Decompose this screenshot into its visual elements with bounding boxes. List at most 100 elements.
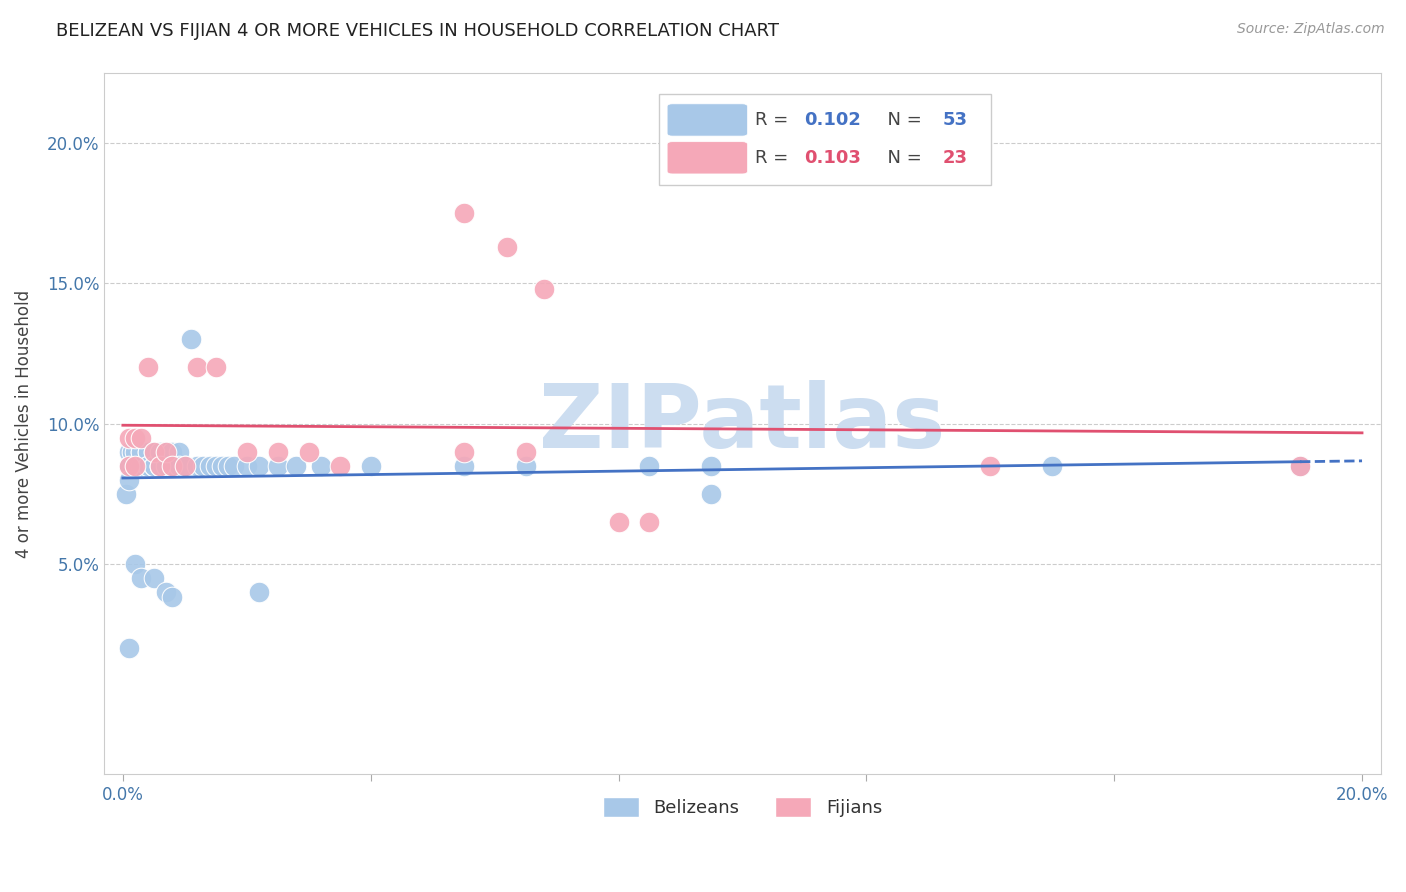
Text: 0.103: 0.103 [804, 149, 860, 167]
Point [118, 640, 141, 655]
Point [236, 444, 259, 458]
Point [1289, 458, 1312, 473]
FancyBboxPatch shape [666, 142, 748, 174]
Point [167, 458, 190, 473]
Point [224, 458, 246, 473]
Text: N =: N = [876, 149, 928, 167]
Point [131, 444, 153, 458]
Point [515, 444, 537, 458]
Point [131, 444, 153, 458]
Point [124, 458, 146, 473]
Point [700, 486, 723, 500]
Point [131, 431, 153, 445]
Point [162, 458, 184, 473]
Point [329, 458, 352, 473]
Point [193, 458, 215, 473]
Point [638, 458, 661, 473]
Point [285, 458, 308, 473]
Point [533, 282, 555, 296]
Point [204, 458, 226, 473]
Text: 0.102: 0.102 [804, 111, 860, 129]
Point [247, 584, 270, 599]
Point [155, 458, 177, 473]
Point [267, 458, 290, 473]
Point [162, 458, 184, 473]
Point [136, 360, 159, 375]
Point [118, 444, 141, 458]
Point [267, 444, 290, 458]
Point [247, 458, 270, 473]
Point [149, 458, 172, 473]
Point [118, 458, 141, 473]
Point [453, 206, 475, 220]
Text: Source: ZipAtlas.com: Source: ZipAtlas.com [1237, 22, 1385, 37]
Point [979, 458, 1001, 473]
Point [1289, 458, 1312, 473]
Point [118, 473, 141, 487]
Point [198, 458, 221, 473]
Point [515, 458, 537, 473]
Point [124, 557, 146, 571]
Point [118, 431, 141, 445]
Point [131, 458, 153, 473]
Point [136, 458, 159, 473]
Point [453, 444, 475, 458]
Point [155, 444, 177, 458]
Point [142, 571, 165, 585]
Point [360, 458, 382, 473]
Point [453, 458, 475, 473]
Point [1040, 458, 1063, 473]
Point [186, 458, 208, 473]
Point [124, 458, 146, 473]
Point [131, 458, 153, 473]
Point [155, 584, 177, 599]
Point [149, 458, 172, 473]
FancyBboxPatch shape [666, 103, 748, 136]
Point [142, 444, 165, 458]
Point [121, 444, 143, 458]
Point [162, 444, 184, 458]
Point [124, 444, 146, 458]
Point [131, 571, 153, 585]
Point [173, 458, 195, 473]
Point [217, 458, 239, 473]
Point [700, 458, 723, 473]
Point [309, 458, 332, 473]
Point [155, 444, 177, 458]
Point [155, 444, 177, 458]
Point [149, 458, 172, 473]
Text: BELIZEAN VS FIJIAN 4 OR MORE VEHICLES IN HOUSEHOLD CORRELATION CHART: BELIZEAN VS FIJIAN 4 OR MORE VEHICLES IN… [56, 22, 779, 40]
Point [142, 444, 165, 458]
Point [496, 240, 519, 254]
Point [136, 444, 159, 458]
Point [124, 458, 146, 473]
Point [142, 458, 165, 473]
Point [638, 515, 661, 529]
FancyBboxPatch shape [659, 94, 991, 186]
Point [298, 444, 321, 458]
Point [186, 360, 208, 375]
Point [236, 458, 259, 473]
Text: 23: 23 [943, 149, 967, 167]
Text: R =: R = [755, 111, 794, 129]
Point [173, 458, 195, 473]
Y-axis label: 4 or more Vehicles in Household: 4 or more Vehicles in Household [15, 290, 32, 558]
Point [118, 458, 141, 473]
Point [204, 360, 226, 375]
Point [211, 458, 233, 473]
Point [118, 458, 141, 473]
Point [136, 444, 159, 458]
Text: R =: R = [755, 149, 794, 167]
Point [124, 431, 146, 445]
Point [607, 515, 630, 529]
Point [149, 444, 172, 458]
Text: 53: 53 [943, 111, 967, 129]
Point [136, 458, 159, 473]
Legend: Belizeans, Fijians: Belizeans, Fijians [596, 789, 890, 825]
Point [162, 591, 184, 605]
Point [115, 486, 138, 500]
Point [124, 458, 146, 473]
Point [167, 444, 190, 458]
Text: N =: N = [876, 111, 928, 129]
Text: ZIPatlas: ZIPatlas [540, 380, 946, 467]
